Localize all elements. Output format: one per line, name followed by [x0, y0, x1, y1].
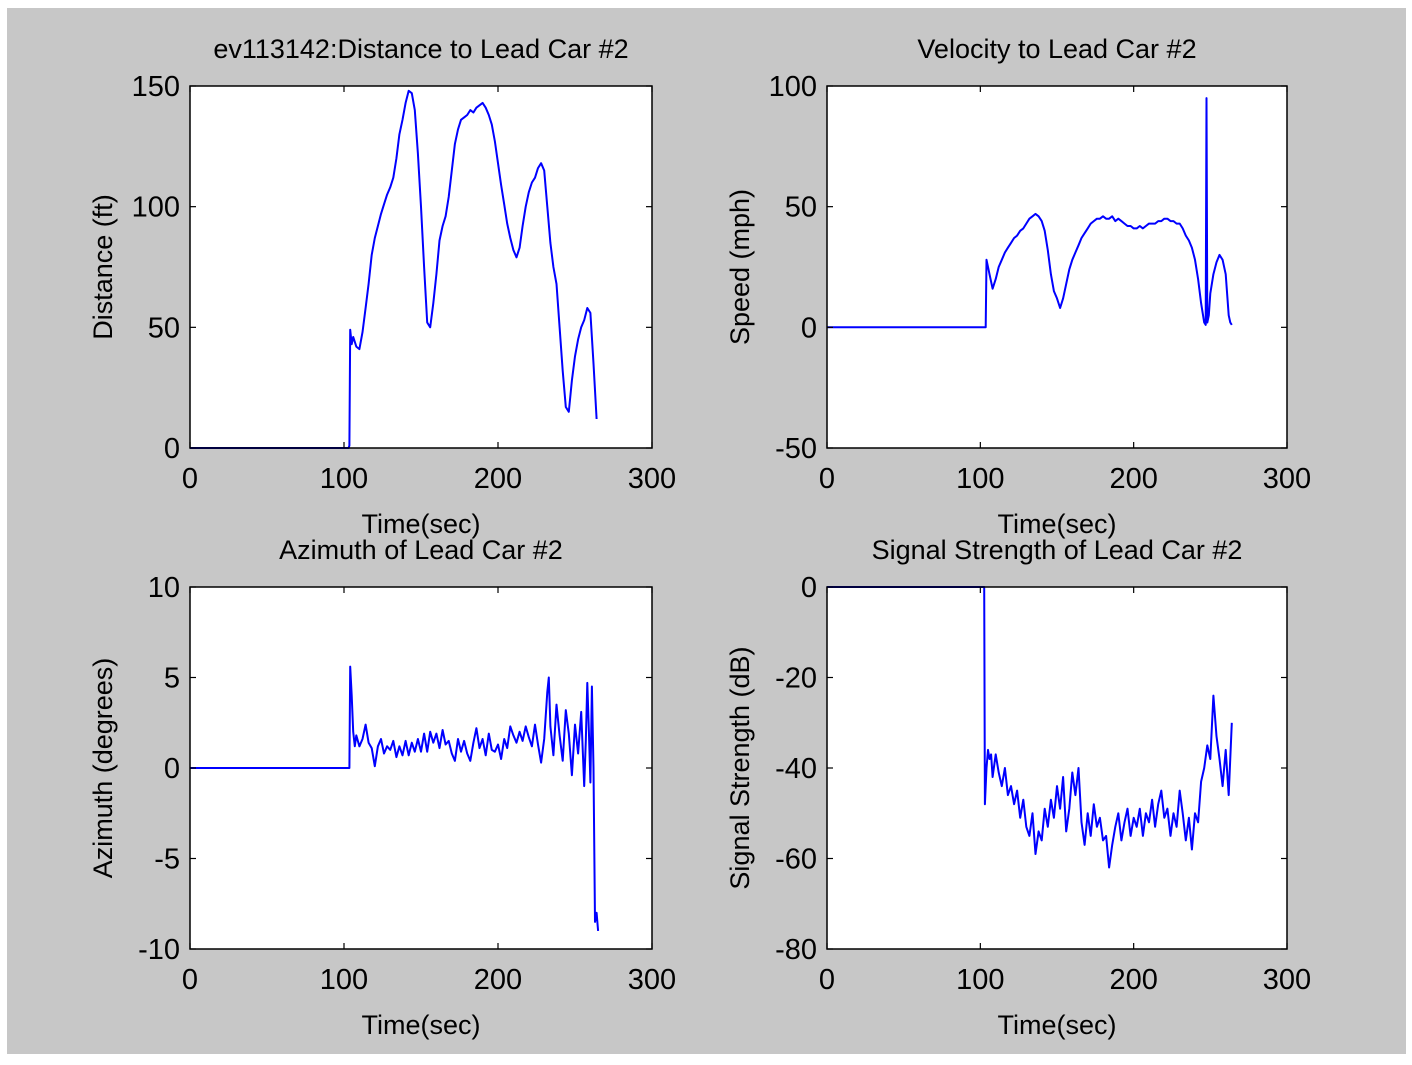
y-axis-label: Azimuth (degrees): [88, 658, 118, 879]
axes-frame: [189, 85, 653, 449]
y-tick-label: 5: [164, 663, 180, 695]
x-tick-label: 200: [474, 964, 522, 996]
y-tick-label: -60: [775, 844, 817, 876]
y-tick-label: 100: [132, 192, 180, 224]
chart-title: Azimuth of Lead Car #2: [279, 535, 563, 565]
y-tick-label: -80: [775, 934, 817, 966]
x-tick-label: 0: [819, 964, 835, 996]
data-line: [190, 665, 600, 931]
chart-title: Velocity to Lead Car #2: [917, 34, 1196, 64]
y-axis-label: Speed (mph): [725, 189, 755, 345]
y-tick-label: 50: [785, 192, 817, 224]
y-tick-label: 10: [148, 572, 180, 604]
x-tick-label: 100: [320, 964, 368, 996]
y-tick-label: -10: [138, 934, 180, 966]
y-tick-label: 100: [769, 71, 817, 103]
x-tick-label: 300: [628, 463, 676, 495]
axes-background: [827, 587, 1287, 949]
x-tick-label: 300: [1263, 463, 1311, 495]
data-line: [827, 97, 1233, 329]
axes-background: [190, 86, 652, 448]
y-tick-label: 50: [148, 312, 180, 344]
y-tick-label: -20: [775, 663, 817, 695]
x-tick-label: 0: [819, 463, 835, 495]
x-axis-label: Time(sec): [362, 1010, 481, 1040]
x-tick-label: 200: [1109, 463, 1157, 495]
data-line: [827, 586, 1233, 869]
y-tick-label: -5: [154, 844, 180, 876]
chart-title: ev113142:Distance to Lead Car #2: [213, 34, 628, 64]
x-tick-label: 100: [320, 463, 368, 495]
x-tick-label: 100: [956, 463, 1004, 495]
x-axis-label: Time(sec): [998, 1010, 1117, 1040]
subplot-3: 0 100 200 300 -10 -5 0 5 10 Azimuth of Lead Car #…: [88, 535, 676, 1040]
x-tick-label: 300: [628, 964, 676, 996]
y-tick-label: 0: [801, 312, 817, 344]
y-axis-label: Signal Strength (dB): [725, 646, 755, 889]
y-tick-label: 0: [164, 753, 180, 785]
y-tick-label: 0: [164, 433, 180, 465]
y-tick-label: 150: [132, 71, 180, 103]
data-line: [190, 89, 598, 449]
axes-frame: [826, 85, 1288, 449]
y-tick-label: 0: [801, 572, 817, 604]
x-axis-label: Time(sec): [362, 509, 481, 539]
y-tick-label: -40: [775, 753, 817, 785]
axes-background: [827, 86, 1287, 448]
x-tick-label: 300: [1263, 964, 1311, 996]
chart-title: Signal Strength of Lead Car #2: [872, 535, 1243, 565]
x-tick-label: 0: [182, 463, 198, 495]
x-axis-label: Time(sec): [998, 509, 1117, 539]
y-tick-label: -50: [775, 433, 817, 465]
x-tick-label: 100: [956, 964, 1004, 996]
x-tick-label: 200: [1109, 964, 1157, 996]
x-tick-label: 200: [474, 463, 522, 495]
subplot-4: 0 100 200 300 -80 -60 -40 -20 0 Signal Strength o…: [725, 535, 1311, 1040]
y-axis-label: Distance (ft): [88, 194, 118, 340]
subplot-1: 0 100 200 300 0 50 100 150 ev113142:Distance to …: [88, 34, 676, 539]
x-tick-label: 0: [182, 964, 198, 996]
